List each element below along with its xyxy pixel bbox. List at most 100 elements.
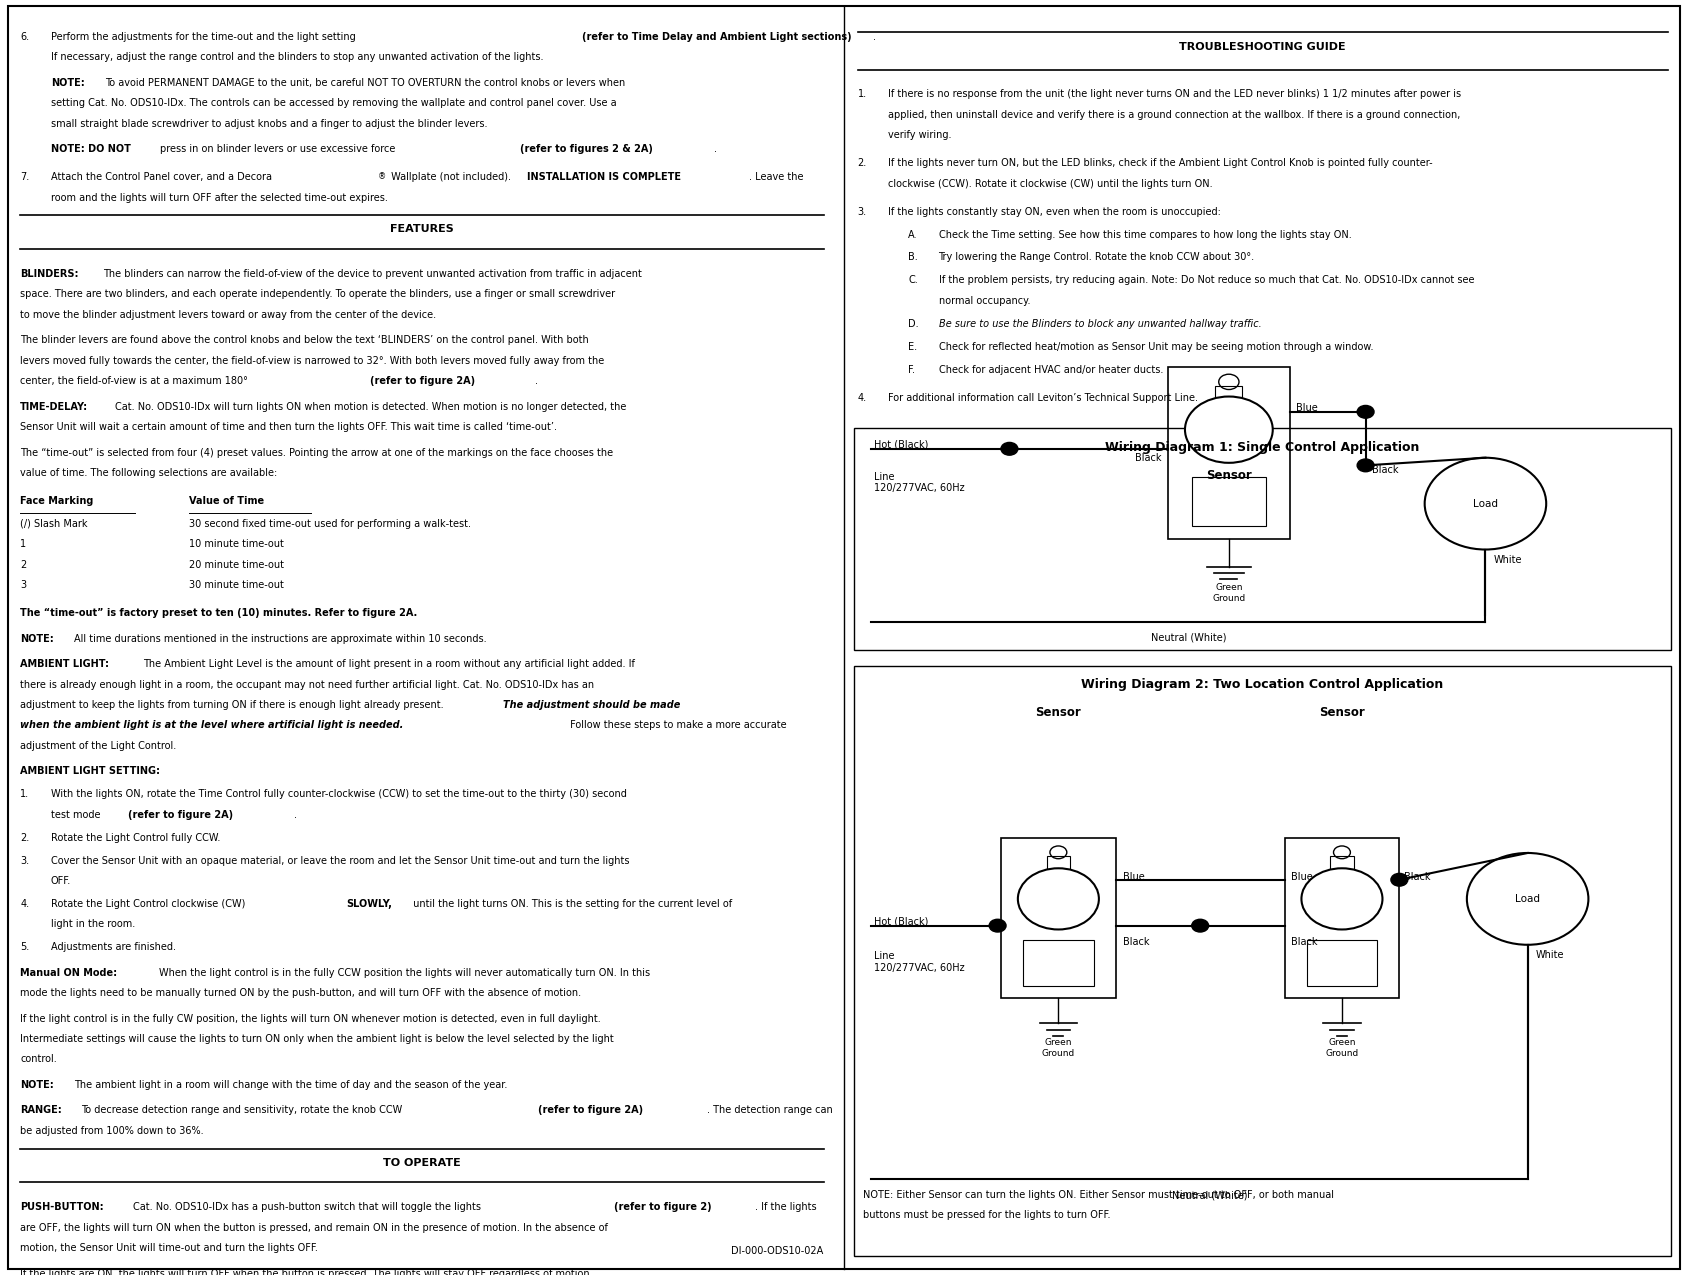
Text: NOTE: DO NOT: NOTE: DO NOT <box>51 144 130 154</box>
Text: B.: B. <box>908 252 918 263</box>
Text: 2: 2 <box>20 560 27 570</box>
Text: 7.: 7. <box>20 172 29 182</box>
Text: Be sure to use the Blinders to block any unwanted hallway traffic.: Be sure to use the Blinders to block any… <box>939 319 1261 329</box>
Text: Load: Load <box>1516 894 1539 904</box>
Circle shape <box>1357 459 1374 472</box>
Text: applied, then uninstall device and verify there is a ground connection at the wa: applied, then uninstall device and verif… <box>888 110 1460 120</box>
Text: The blinder levers are found above the control knobs and below the text ‘BLINDER: The blinder levers are found above the c… <box>20 335 589 346</box>
Text: (refer to figure 2A): (refer to figure 2A) <box>538 1105 643 1116</box>
Text: Face Marking: Face Marking <box>20 496 93 506</box>
Text: RANGE:: RANGE: <box>20 1105 62 1116</box>
Bar <box>1307 941 1377 987</box>
Text: (refer to Time Delay and Ambient Light sections): (refer to Time Delay and Ambient Light s… <box>582 32 852 42</box>
Circle shape <box>1018 868 1099 929</box>
Bar <box>854 428 1671 650</box>
Bar <box>1023 941 1094 987</box>
Text: (refer to figure 2): (refer to figure 2) <box>614 1202 712 1213</box>
Text: .: . <box>714 144 717 154</box>
Text: (/) Slash Mark: (/) Slash Mark <box>20 519 88 529</box>
Text: If there is no response from the unit (the light never turns ON and the LED neve: If there is no response from the unit (t… <box>888 89 1462 99</box>
Text: . If the lights: . If the lights <box>755 1202 817 1213</box>
Text: BLINDERS:: BLINDERS: <box>20 269 79 279</box>
Text: Neutral (White): Neutral (White) <box>1171 1191 1247 1201</box>
Text: NOTE:: NOTE: <box>51 78 84 88</box>
Text: Line
120/277VAC, 60Hz: Line 120/277VAC, 60Hz <box>874 472 966 493</box>
Text: Adjustments are finished.: Adjustments are finished. <box>51 942 176 952</box>
Text: Green
Ground: Green Ground <box>1325 1038 1359 1058</box>
Text: TO OPERATE: TO OPERATE <box>383 1158 461 1168</box>
Text: (refer to figure 2A): (refer to figure 2A) <box>128 810 233 820</box>
Text: Neutral (White): Neutral (White) <box>1151 632 1225 643</box>
Text: control.: control. <box>20 1054 57 1065</box>
Text: .: . <box>535 376 538 386</box>
Text: The blinders can narrow the field-of-view of the device to prevent unwanted acti: The blinders can narrow the field-of-vie… <box>103 269 641 279</box>
Text: Perform the adjustments for the time-out and the light setting: Perform the adjustments for the time-out… <box>51 32 358 42</box>
Circle shape <box>1301 868 1382 929</box>
Text: FEATURES: FEATURES <box>390 224 454 235</box>
Text: Cover the Sensor Unit with an opaque material, or leave the room and let the Sen: Cover the Sensor Unit with an opaque mat… <box>51 856 630 866</box>
Text: small straight blade screwdriver to adjust knobs and a finger to adjust the blin: small straight blade screwdriver to adju… <box>51 119 488 129</box>
Text: Rotate the Light Control fully CCW.: Rotate the Light Control fully CCW. <box>51 833 219 843</box>
Text: 1.: 1. <box>858 89 866 99</box>
Text: If necessary, adjust the range control and the blinders to stop any unwanted act: If necessary, adjust the range control a… <box>51 52 544 62</box>
Text: 1: 1 <box>20 539 27 550</box>
Text: Line
120/277VAC, 60Hz: Line 120/277VAC, 60Hz <box>874 951 966 973</box>
Bar <box>854 666 1671 1256</box>
Text: TIME-DELAY:: TIME-DELAY: <box>20 402 88 412</box>
Bar <box>1047 857 1070 875</box>
Text: center, the field-of-view is at a maximum 180°: center, the field-of-view is at a maximu… <box>20 376 252 386</box>
Bar <box>1330 857 1354 875</box>
Text: 10 minute time-out: 10 minute time-out <box>189 539 284 550</box>
Text: adjustment to keep the lights from turning ON if there is enough light already p: adjustment to keep the lights from turni… <box>20 700 447 710</box>
Text: .: . <box>294 810 297 820</box>
Text: SLOWLY,: SLOWLY, <box>346 899 392 909</box>
Text: TROUBLESHOOTING GUIDE: TROUBLESHOOTING GUIDE <box>1180 42 1345 52</box>
Text: If the problem persists, try reducing again. Note: Do Not reduce so much that Ca: If the problem persists, try reducing ag… <box>939 275 1474 286</box>
Text: 6.: 6. <box>20 32 29 42</box>
Text: If the lights never turn ON, but the LED blinks, check if the Ambient Light Cont: If the lights never turn ON, but the LED… <box>888 158 1433 168</box>
Text: when the ambient light is at the level where artificial light is needed.: when the ambient light is at the level w… <box>20 720 403 731</box>
Text: motion, the Sensor Unit will time-out and turn the lights OFF.: motion, the Sensor Unit will time-out an… <box>20 1243 317 1253</box>
Text: If the lights constantly stay ON, even when the room is unoccupied:: If the lights constantly stay ON, even w… <box>888 207 1220 217</box>
Text: 3.: 3. <box>20 856 29 866</box>
Text: (refer to figures 2 & 2A): (refer to figures 2 & 2A) <box>520 144 653 154</box>
Text: NOTE:: NOTE: <box>20 634 54 644</box>
Text: Intermediate settings will cause the lights to turn ON only when the ambient lig: Intermediate settings will cause the lig… <box>20 1034 614 1044</box>
Bar <box>1215 385 1242 405</box>
Circle shape <box>1219 375 1239 390</box>
Text: verify wiring.: verify wiring. <box>888 130 952 140</box>
Text: space. There are two blinders, and each operate independently. To operate the bl: space. There are two blinders, and each … <box>20 289 616 300</box>
Text: The Ambient Light Level is the amount of light present in a room without any art: The Ambient Light Level is the amount of… <box>143 659 635 669</box>
Text: To decrease detection range and sensitivity, rotate the knob CCW: To decrease detection range and sensitiv… <box>81 1105 405 1116</box>
Text: NOTE: Either Sensor can turn the lights ON. Either Sensor must time-out to OFF, : NOTE: Either Sensor can turn the lights … <box>863 1190 1334 1200</box>
Text: buttons must be pressed for the lights to turn OFF.: buttons must be pressed for the lights t… <box>863 1210 1111 1220</box>
Bar <box>1192 477 1266 525</box>
Text: setting Cat. No. ODS10-IDx. The controls can be accessed by removing the wallpla: setting Cat. No. ODS10-IDx. The controls… <box>51 98 616 108</box>
Text: INSTALLATION IS COMPLETE: INSTALLATION IS COMPLETE <box>527 172 680 182</box>
Text: .: . <box>873 32 876 42</box>
Text: Black: Black <box>1291 937 1318 947</box>
Text: are OFF, the lights will turn ON when the button is pressed, and remain ON in th: are OFF, the lights will turn ON when th… <box>20 1223 608 1233</box>
Circle shape <box>1185 397 1273 463</box>
Text: NOTE:: NOTE: <box>20 1080 54 1090</box>
Text: All time durations mentioned in the instructions are approximate within 10 secon: All time durations mentioned in the inst… <box>74 634 486 644</box>
Text: Sensor: Sensor <box>1318 706 1366 719</box>
Text: light in the room.: light in the room. <box>51 919 135 929</box>
Text: Hot (Black): Hot (Black) <box>874 440 928 450</box>
Text: If the light control is in the fully CW position, the lights will turn ON whenev: If the light control is in the fully CW … <box>20 1014 601 1024</box>
Text: value of time. The following selections are available:: value of time. The following selections … <box>20 468 277 478</box>
Text: 20 minute time-out: 20 minute time-out <box>189 560 284 570</box>
Text: AMBIENT LIGHT SETTING:: AMBIENT LIGHT SETTING: <box>20 766 160 776</box>
Text: Sensor: Sensor <box>1035 706 1082 719</box>
Text: With the lights ON, rotate the Time Control fully counter-clockwise (CCW) to set: With the lights ON, rotate the Time Cont… <box>51 789 626 799</box>
Text: Blue: Blue <box>1123 872 1144 882</box>
Text: Attach the Control Panel cover, and a Decora: Attach the Control Panel cover, and a De… <box>51 172 272 182</box>
Text: Manual ON Mode:: Manual ON Mode: <box>20 968 118 978</box>
Text: Cat. No. ODS10-IDx will turn lights ON when motion is detected. When motion is n: Cat. No. ODS10-IDx will turn lights ON w… <box>115 402 626 412</box>
Text: 4.: 4. <box>858 393 866 403</box>
Text: Follow these steps to make a more accurate: Follow these steps to make a more accura… <box>567 720 787 731</box>
Circle shape <box>1050 847 1067 859</box>
Text: The adjustment should be made: The adjustment should be made <box>503 700 680 710</box>
Text: PUSH-BUTTON:: PUSH-BUTTON: <box>20 1202 105 1213</box>
Bar <box>1168 367 1290 538</box>
